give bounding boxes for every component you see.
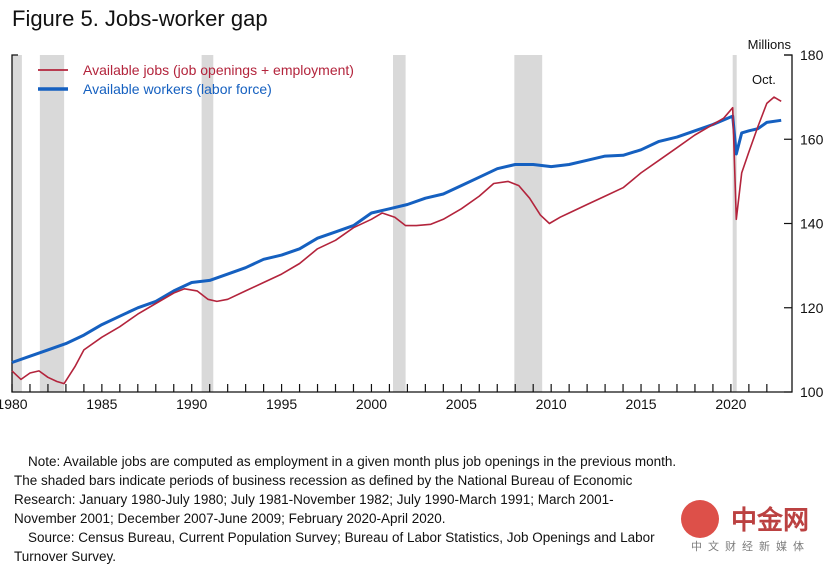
note-line: Note: Available jobs are computed as emp… [28,454,677,469]
series-line-labor-force [11,114,782,364]
x-tick-label: 2005 [446,396,477,412]
y-tick-label: 180 [800,47,824,63]
source-line: Source: Census Bureau, Current Populatio… [28,530,655,545]
x-tick-label: 2020 [715,396,746,412]
y-tick-label: 100 [800,384,824,400]
source-line: Turnover Survey. [14,549,117,564]
y-tick-label: 160 [800,131,824,147]
y-tick-label: 120 [800,300,824,316]
watermark-logo: 中金网 中文财经新媒体 [671,498,821,560]
note-line: November 2001; December 2007-June 2009; … [14,511,446,526]
x-tick-label: 2015 [625,396,656,412]
legend-label: Available workers (labor force) [83,81,272,97]
x-tick-label: 1980 [0,396,28,412]
x-tick-label: 1990 [176,396,207,412]
x-tick-label: 1985 [86,396,117,412]
x-tick-label: 2010 [536,396,567,412]
recession-bar [514,55,543,392]
recession-bar [732,55,737,392]
series-line-available-jobs [11,96,782,385]
recession-bar [39,55,65,392]
recession-bar [393,55,406,392]
y-tick-label: 140 [800,216,824,232]
recession-bar [201,55,214,392]
watermark-tagline: 中文财经新媒体 [691,541,810,553]
chart-title: Figure 5. Jobs-worker gap [12,6,268,31]
watermark-text: 中金网 [731,505,810,535]
annotation-oct: Oct. [752,72,776,87]
x-tick-label: 1995 [266,396,297,412]
watermark-emblem [681,500,719,538]
legend-label: Available jobs (job openings + employmen… [83,62,354,78]
x-tick-label: 2000 [356,396,387,412]
recession-bar [12,55,22,392]
y-axis-label: Millions [748,37,792,52]
note-line: Research: January 1980-July 1980; July 1… [14,492,614,507]
note-line: The shaded bars indicate periods of busi… [14,473,633,488]
line-chart: 1980 1985 1990 1995 2000 2005 2010 2015 2020 100 1… [0,37,824,412]
